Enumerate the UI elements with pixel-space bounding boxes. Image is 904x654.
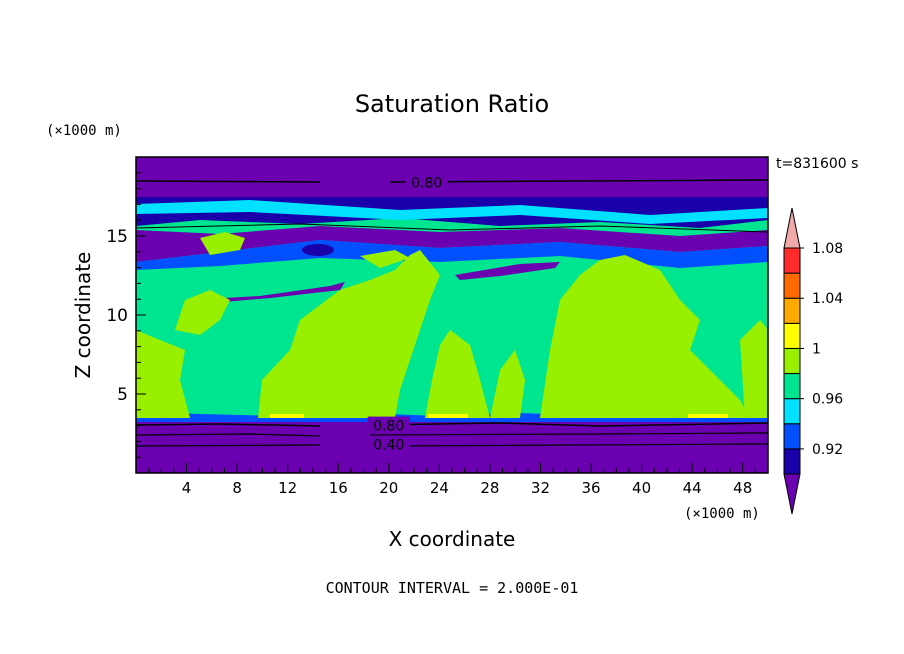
colorbar-label: 1.04 [812,291,843,307]
y-axis-ticks: 5 10 15 [106,172,146,458]
contour-line-mid [136,223,768,233]
contour-label-bg [367,435,410,452]
x-unit-label: (×1000 m) [684,506,760,522]
y-tick-label: 15 [106,227,128,247]
patch-green-2 [540,255,750,418]
colorbar-swatch [783,373,801,400]
colorbar-swatch [783,398,801,425]
band-mid-blue [136,240,768,270]
band-mid-dry [136,226,768,262]
contour-label: 0.80 [373,419,404,435]
x-tick-label: 20 [379,479,398,497]
patch-green-8 [740,320,768,418]
patch-green-4 [136,330,190,418]
colorbar-triangle-low [783,473,801,515]
colorbar-swatch [783,347,801,375]
y-tick-label: 5 [117,385,128,405]
colorbar-label: 1.08 [812,241,843,257]
chart-title: Saturation Ratio [355,90,549,118]
patch-green-3 [425,330,490,418]
y-tick-label: 10 [106,306,128,326]
band-upper-cyan [136,200,768,224]
spot-yellow-1 [270,414,304,418]
x-tick-label: 48 [733,479,752,497]
colorbar-swatch [783,272,801,299]
x-tick-label: 24 [430,479,449,497]
x-tick-label: 44 [683,479,702,497]
patch-green-9 [360,250,410,268]
contour-label: 0.80 [411,175,442,191]
x-tick-label: 32 [531,479,550,497]
x-tick-label: 16 [329,479,348,497]
x-tick-label: 28 [480,479,499,497]
colorbar-swatch [783,322,801,349]
colorbar-label: 1 [812,341,821,357]
band-top-dry [136,157,768,197]
x-axis-label: X coordinate [389,527,516,551]
colorbar-swatch [783,247,801,274]
blob-dry [302,244,334,256]
patch-green-7 [490,350,525,418]
patch-green-6 [200,232,245,255]
colorbar-label: 0.92 [812,442,843,458]
colorbar-swatch [783,297,801,324]
y-axis-label: Z coordinate [71,252,95,379]
x-tick-label: 40 [632,479,651,497]
y-unit-label: (×1000 m) [46,123,122,139]
contour-labels: 0.80 0.80 0.40 [367,173,448,454]
spot-yellow-2 [428,414,468,418]
contour-label: 0.40 [373,438,404,454]
contour-line-low-3 [136,443,768,447]
patch-green-1 [258,250,440,418]
streak-dry-left [190,282,345,304]
x-tick-label: 12 [278,479,297,497]
patch-green-5 [175,290,230,335]
colorbar: 0.92 0.96 1 1.04 1.08 [783,207,843,515]
spot-yellow-3 [688,414,728,418]
contour-line-low-1 [136,422,768,427]
colorbar-triangle-high [783,207,801,249]
x-axis-ticks: 4 8 12 16 20 24 28 32 36 40 44 48 [148,463,756,497]
contour-line-top [136,179,768,183]
time-label: t=831600 s [776,156,858,172]
x-tick-label: 4 [182,479,192,497]
contour-line-low-2 [136,432,768,437]
plot-area [136,157,768,473]
band-low-dry [136,420,768,473]
contour-label-bg [367,416,410,433]
x-tick-label: 8 [232,479,242,497]
colorbar-swatch [783,448,801,475]
colorbar-swatch [783,423,801,450]
contour-label-bg [405,173,448,190]
x-tick-label: 36 [581,479,600,497]
colorbar-label: 0.96 [812,392,843,408]
streak-dry-right [455,262,560,280]
contour-interval-note: CONTOUR INTERVAL = 2.000E-01 [326,579,579,597]
